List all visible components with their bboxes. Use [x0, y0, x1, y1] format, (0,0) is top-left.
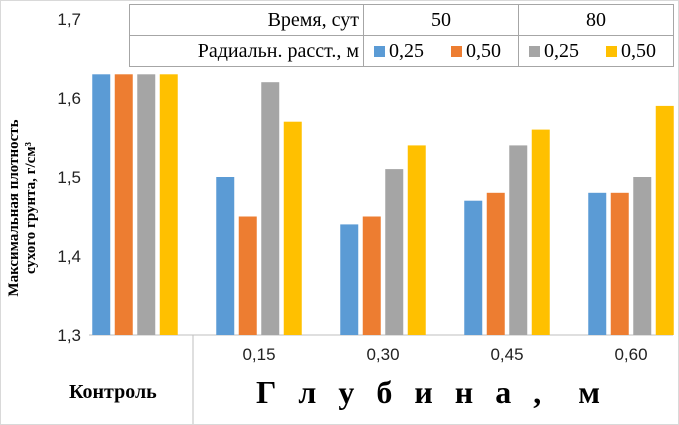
x-tick-label: 0,15	[242, 345, 275, 364]
bar	[261, 82, 280, 335]
y-tick-label: 1,6	[57, 89, 81, 108]
bar	[362, 216, 381, 335]
legend-text: 0,50	[466, 39, 501, 62]
bar	[283, 121, 302, 335]
bar	[407, 145, 426, 335]
legend-swatch	[451, 45, 462, 57]
bar	[340, 224, 359, 335]
control-label: Контроль	[69, 381, 157, 403]
x-axis-title: Г л у б и н а , м	[256, 374, 607, 410]
legend-distance-label: Радиальн. расст., м	[129, 35, 364, 67]
legend-swatch	[529, 45, 540, 57]
legend-entry: 0,25	[363, 35, 441, 67]
y-axis-title-line: Максимальная плотность	[6, 119, 22, 297]
x-tick-label: 0,60	[614, 345, 647, 364]
bar	[92, 74, 111, 336]
y-tick-label: 1,3	[57, 326, 81, 345]
legend-entry: 0,50	[441, 35, 519, 67]
legend-time-label: Время, сут	[129, 4, 364, 36]
y-tick-label: 1,4	[57, 247, 81, 266]
bar	[238, 216, 257, 335]
bar	[385, 169, 404, 335]
x-tick-label: 0,45	[490, 345, 523, 364]
x-tick-label: 0,30	[366, 345, 399, 364]
legend-time-50: 50	[363, 4, 519, 36]
bar	[509, 145, 528, 335]
y-axis-title-line: сухого грунта, г/см³	[23, 141, 39, 275]
legend-text: 0,50	[621, 39, 656, 62]
legend-table: Время, сут 50 80 Радиальн. расст., м 0,2…	[129, 4, 674, 67]
bar	[464, 200, 483, 335]
bar	[216, 177, 235, 335]
y-tick-label: 1,5	[57, 168, 81, 187]
bar	[588, 192, 607, 335]
bar	[114, 74, 133, 336]
bar	[655, 105, 674, 336]
y-tick-label: 1,7	[57, 10, 81, 29]
bar	[531, 129, 550, 335]
bar	[610, 192, 629, 335]
y-axis-title: Максимальная плотность сухого грунта, г/…	[6, 73, 40, 343]
legend-text: 0,25	[389, 39, 424, 62]
legend-time-80: 80	[518, 4, 674, 36]
legend-text: 0,25	[544, 39, 579, 62]
bar	[633, 177, 652, 335]
bar	[159, 74, 178, 336]
legend-entry: 0,50	[596, 35, 674, 67]
bar	[486, 192, 505, 335]
legend-swatch	[374, 45, 385, 57]
bar	[137, 74, 156, 336]
legend-entry: 0,25	[518, 35, 596, 67]
legend-swatch	[606, 45, 617, 57]
